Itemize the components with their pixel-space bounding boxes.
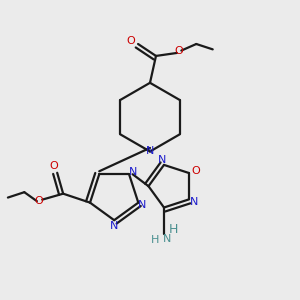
Text: O: O [126, 36, 135, 46]
Text: N: N [158, 154, 167, 164]
Text: N: N [190, 197, 199, 207]
Text: N: N [146, 146, 154, 157]
Text: O: O [191, 166, 200, 176]
Text: H: H [169, 223, 178, 236]
Text: O: O [34, 196, 43, 206]
Text: H: H [151, 235, 159, 245]
Text: N: N [138, 200, 146, 210]
Text: N: N [128, 167, 137, 177]
Text: N: N [163, 234, 171, 244]
Text: O: O [174, 46, 183, 56]
Text: N: N [110, 220, 118, 230]
Text: O: O [50, 161, 58, 171]
